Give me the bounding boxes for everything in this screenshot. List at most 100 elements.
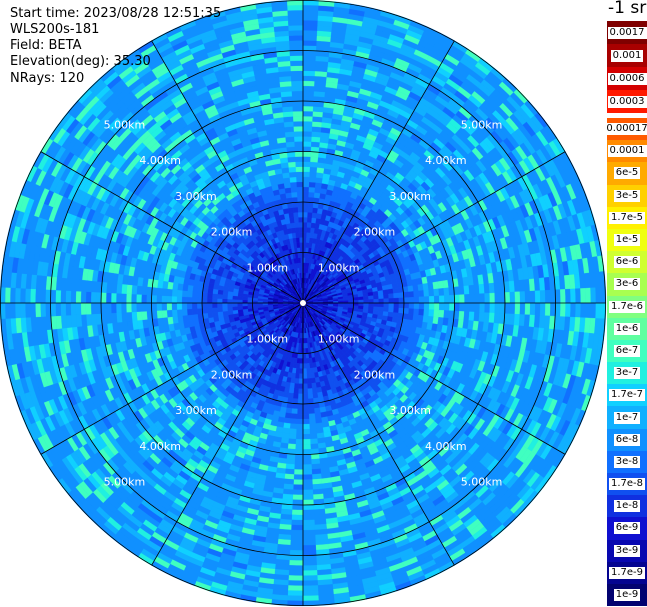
ppi-cell <box>388 298 395 304</box>
ppi-cell <box>285 458 295 465</box>
ppi-cell <box>196 291 203 298</box>
ppi-cell <box>449 302 455 312</box>
ppi-cell <box>302 504 314 511</box>
ppi-cell <box>423 309 430 317</box>
ppi-cell <box>222 298 228 304</box>
ppi-cell <box>110 292 117 304</box>
ppi-cell <box>232 302 238 307</box>
ppi-cell <box>126 311 133 322</box>
ppi-cell <box>302 186 310 193</box>
ppi-cell <box>296 418 304 425</box>
ppi-cell <box>186 290 193 298</box>
ppi-cell <box>489 302 496 314</box>
ppi-cell <box>95 302 102 314</box>
ppi-cell <box>292 499 304 506</box>
ppi-cell <box>302 494 314 501</box>
ppi-cell <box>302 237 307 243</box>
ppi-cell <box>280 508 293 515</box>
ppi-cell <box>296 423 304 430</box>
ppi-cell <box>348 297 354 301</box>
ppi-cell <box>232 309 239 315</box>
ppi-cell <box>217 293 223 299</box>
ppi-cell <box>302 464 312 470</box>
ppi-cell <box>191 291 198 298</box>
ppi-cell <box>302 95 314 102</box>
ppi-cell <box>393 297 400 304</box>
ppi-cell <box>302 151 312 157</box>
ppi-cell <box>285 141 295 148</box>
ppi-cell <box>378 298 384 304</box>
ppi-cell <box>242 305 248 310</box>
ppi-cell <box>313 91 326 98</box>
ppi-cell <box>212 307 218 313</box>
ppi-cell <box>302 509 315 516</box>
ppi-cell <box>494 302 501 314</box>
ppi-cell <box>295 156 304 162</box>
ppi-cell <box>408 291 415 298</box>
ppi-cell <box>307 201 314 208</box>
ppi-cell <box>298 211 304 218</box>
ppi-cell <box>427 282 434 290</box>
ppi-cell <box>126 302 132 313</box>
ppi-cell <box>377 290 384 296</box>
ppi-cell <box>353 299 359 304</box>
ppi-cell <box>232 299 238 304</box>
ppi-cell <box>302 393 309 400</box>
ppi-cell <box>294 459 304 465</box>
ppi-cell <box>504 302 511 314</box>
ppi-cell <box>302 141 312 147</box>
ppi-cell <box>427 316 434 324</box>
ppi-cell <box>291 509 304 516</box>
ppi-cell <box>136 311 143 321</box>
ppi-cell <box>310 372 316 379</box>
ppi-cell <box>298 373 304 379</box>
ppi-cell <box>474 302 480 313</box>
ppi-cell <box>363 302 369 307</box>
ppi-cell <box>247 305 253 309</box>
ppi-cell <box>488 312 495 324</box>
ppi-cell <box>302 358 307 364</box>
ppi-cell <box>302 499 314 506</box>
ppi-cell <box>298 216 304 223</box>
ppi-cell <box>309 428 317 435</box>
ppi-cell <box>291 232 297 239</box>
ppi-cell <box>363 299 369 304</box>
ppi-cell <box>302 423 310 430</box>
ppi-cell <box>509 302 516 315</box>
ppi-cell <box>293 126 304 132</box>
ppi-cell <box>489 292 496 304</box>
ppi-cell <box>302 444 311 450</box>
ppi-cell <box>508 280 515 293</box>
ppi-cell <box>311 458 321 465</box>
ppi-cell <box>392 287 399 294</box>
ppi-cell <box>499 292 506 304</box>
ppi-cell <box>304 343 308 349</box>
ppi-cell <box>423 296 430 304</box>
ppi-cell <box>302 398 309 405</box>
ppi-cell <box>306 227 312 233</box>
ppi-cell <box>288 161 297 168</box>
ppi-cell <box>418 290 425 298</box>
ppi-cell <box>285 136 295 143</box>
ppi-cell <box>428 295 435 304</box>
ppi-cell <box>294 454 304 460</box>
ppi-cell <box>227 310 234 316</box>
ppi-cell <box>297 247 301 253</box>
ppi-cell <box>295 166 304 173</box>
ppi-cell <box>464 302 470 312</box>
ppi-cell <box>422 283 429 291</box>
ppi-cell <box>473 311 480 322</box>
ppi-cell <box>306 222 312 228</box>
ppi-cell <box>115 302 122 313</box>
ppi-cell <box>417 283 424 292</box>
ppi-cell <box>302 115 313 122</box>
ppi-cell <box>131 293 137 304</box>
ppi-cell <box>176 309 183 317</box>
ppi-cell <box>293 217 299 223</box>
ppi-cell <box>444 295 450 304</box>
ppi-cell <box>206 302 213 309</box>
ppi-cell <box>181 308 188 316</box>
ppi-cell <box>292 95 304 102</box>
ppi-cell <box>294 151 304 157</box>
ppi-cell <box>284 412 292 419</box>
